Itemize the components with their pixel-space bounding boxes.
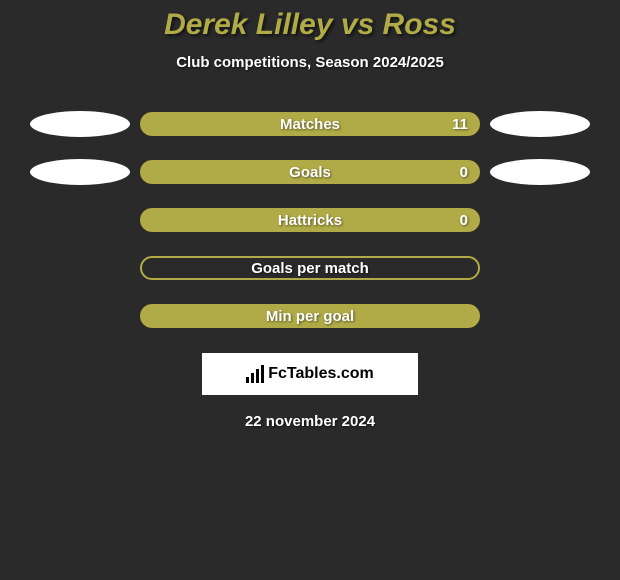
stat-rows: Matches 11 Goals 0 Hattricks 0 Goals per… [0, 111, 620, 329]
stat-label: Matches [280, 116, 340, 133]
stat-row: Matches 11 [0, 111, 620, 137]
stat-bar-goals: Goals 0 [140, 160, 480, 184]
stat-row: Hattricks 0 [0, 207, 620, 233]
left-oval [30, 159, 130, 185]
left-oval [30, 111, 130, 137]
stat-label: Goals per match [251, 260, 369, 277]
stat-bar-gpm: Goals per match [140, 256, 480, 280]
page-title: Derek Lilley vs Ross [164, 8, 456, 42]
stat-row: Min per goal [0, 303, 620, 329]
page-subtitle: Club competitions, Season 2024/2025 [176, 54, 444, 71]
stat-label: Min per goal [266, 308, 354, 325]
stat-row: Goals per match [0, 255, 620, 281]
bars-icon [246, 365, 264, 383]
stat-value: 0 [460, 212, 468, 229]
stat-row: Goals 0 [0, 159, 620, 185]
brand-box: FcTables.com [202, 353, 418, 395]
right-oval [490, 159, 590, 185]
stat-bar-matches: Matches 11 [140, 112, 480, 136]
right-oval [490, 111, 590, 137]
stat-label: Goals [289, 164, 331, 181]
date-text: 22 november 2024 [245, 413, 375, 430]
stat-value: 0 [460, 164, 468, 181]
stat-bar-mpg: Min per goal [140, 304, 480, 328]
stat-value: 11 [452, 116, 468, 133]
brand-text: FcTables.com [268, 365, 374, 383]
stat-bar-hattricks: Hattricks 0 [140, 208, 480, 232]
stat-label: Hattricks [278, 212, 342, 229]
